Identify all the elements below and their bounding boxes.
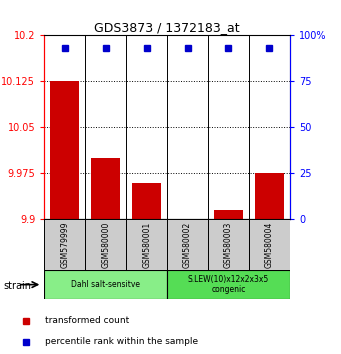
Bar <box>167 219 208 271</box>
Text: GSM579999: GSM579999 <box>60 222 69 268</box>
Text: Dahl salt-sensitve: Dahl salt-sensitve <box>71 280 140 289</box>
Text: GSM580004: GSM580004 <box>265 222 274 268</box>
Text: percentile rank within the sample: percentile rank within the sample <box>45 337 198 347</box>
Bar <box>85 219 126 271</box>
Bar <box>173 219 202 223</box>
Bar <box>91 158 120 219</box>
Bar <box>249 219 290 271</box>
Bar <box>44 219 85 271</box>
Text: strain: strain <box>3 281 31 291</box>
Text: GSM580000: GSM580000 <box>101 222 110 268</box>
Text: S.LEW(10)x12x2x3x5
congenic: S.LEW(10)x12x2x3x5 congenic <box>188 275 269 294</box>
Text: GSM580001: GSM580001 <box>142 222 151 268</box>
Bar <box>214 210 243 219</box>
Bar <box>126 219 167 271</box>
Bar <box>50 81 79 219</box>
Bar <box>208 219 249 271</box>
Text: GSM580003: GSM580003 <box>224 222 233 268</box>
Bar <box>132 183 161 219</box>
Text: transformed count: transformed count <box>45 316 129 325</box>
Text: GSM580002: GSM580002 <box>183 222 192 268</box>
Bar <box>167 270 290 299</box>
Title: GDS3873 / 1372183_at: GDS3873 / 1372183_at <box>94 21 240 34</box>
Bar <box>44 270 167 299</box>
Bar <box>255 173 284 219</box>
